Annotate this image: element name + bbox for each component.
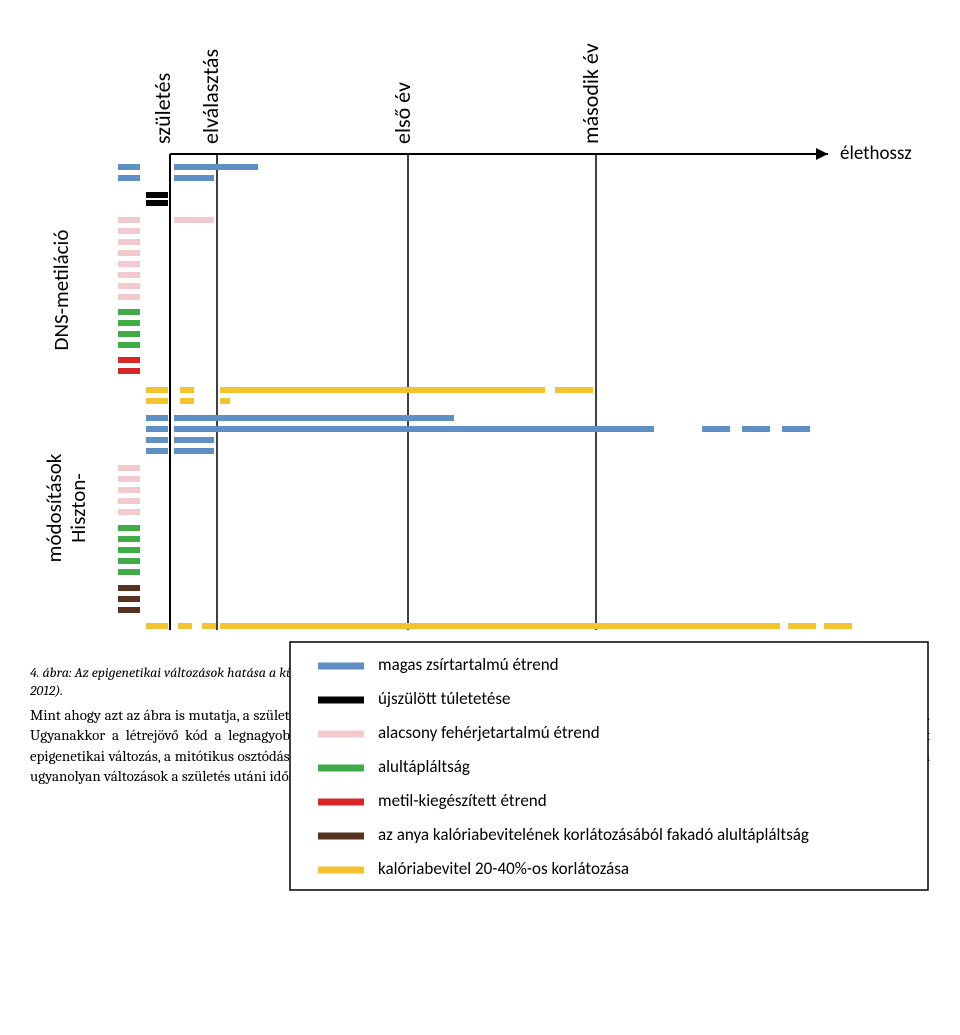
stage-label: születés	[149, 73, 176, 144]
data-bar	[220, 398, 230, 404]
data-bar	[118, 607, 140, 613]
legend-swatch	[318, 731, 364, 738]
data-bar	[146, 200, 168, 206]
data-bar	[174, 448, 214, 454]
data-bar	[118, 476, 140, 482]
data-bar	[118, 525, 140, 531]
data-bar	[782, 426, 810, 432]
diagram-svg: élethossz születés elválasztás első év másod…	[20, 20, 940, 900]
category-label: Hiszton-	[65, 473, 91, 543]
legend-swatch	[318, 799, 364, 806]
epigenetic-diagram: élethossz születés elválasztás első év másod…	[20, 20, 940, 640]
stage-label: első év	[389, 82, 416, 144]
legend-swatch	[318, 867, 364, 874]
data-bar	[824, 623, 852, 629]
data-bar	[118, 320, 140, 326]
category-label: DNS-metiláció	[48, 230, 74, 351]
data-bar	[118, 498, 140, 504]
data-bar	[118, 228, 140, 234]
data-bar	[174, 164, 258, 170]
axis-label-lifespan: élethossz	[840, 142, 912, 165]
legend-swatch	[318, 663, 364, 670]
data-bar	[118, 585, 140, 591]
data-bar	[118, 331, 140, 337]
data-bar	[202, 623, 216, 629]
data-bar	[146, 623, 168, 629]
data-bar	[118, 547, 140, 553]
data-bar	[146, 437, 168, 443]
data-bar	[788, 623, 816, 629]
legend-label: újszülött túletetése	[378, 688, 511, 709]
data-bar	[118, 536, 140, 542]
data-bar	[118, 309, 140, 315]
data-bar	[118, 596, 140, 602]
data-bar	[118, 569, 140, 575]
data-bar	[146, 448, 168, 454]
data-bar	[146, 415, 168, 421]
data-bar	[146, 426, 168, 432]
data-bar	[146, 192, 168, 198]
legend-swatch	[318, 697, 364, 704]
stage-label: második év	[577, 43, 604, 144]
data-bar	[118, 239, 140, 245]
data-bar	[174, 415, 454, 421]
legend-label: az anya kalóriabevitelének korlátozásábó…	[378, 824, 809, 845]
data-bar	[118, 283, 140, 289]
data-bar	[118, 261, 140, 267]
data-bar	[742, 426, 770, 432]
data-bar	[220, 387, 545, 393]
legend-label: metil-kiegészített étrend	[378, 790, 547, 811]
category-label: módosítások	[41, 453, 67, 562]
data-bar	[118, 175, 140, 181]
data-bar	[220, 623, 780, 629]
data-bar	[118, 272, 140, 278]
data-bar	[118, 217, 140, 223]
data-bar	[118, 250, 140, 256]
data-bar	[178, 623, 192, 629]
data-bar	[146, 398, 168, 404]
legend-label: kalóriabevitel 20-40%-os korlátozása	[378, 858, 629, 879]
data-bar	[118, 368, 140, 374]
stage-label: elválasztás	[197, 49, 224, 144]
legend-label: alacsony fehérjetartalmú étrend	[378, 722, 600, 743]
data-bar	[174, 175, 214, 181]
legend-label: alultápláltság	[378, 756, 470, 777]
data-bar	[555, 387, 593, 393]
data-bar	[118, 357, 140, 363]
data-bar	[174, 217, 214, 223]
data-bar	[146, 387, 168, 393]
data-bar	[118, 558, 140, 564]
data-bar	[118, 487, 140, 493]
data-bar	[180, 398, 194, 404]
data-bar	[118, 342, 140, 348]
data-bar	[118, 164, 140, 170]
data-bar	[118, 509, 140, 515]
data-bar	[118, 294, 140, 300]
data-bar	[180, 387, 194, 393]
data-bar	[118, 465, 140, 471]
data-bar	[174, 426, 654, 432]
legend-swatch	[318, 765, 364, 772]
data-bar	[174, 437, 214, 443]
data-bar	[702, 426, 730, 432]
legend-swatch	[318, 833, 364, 840]
legend-label: magas zsírtartalmú étrend	[378, 654, 559, 675]
